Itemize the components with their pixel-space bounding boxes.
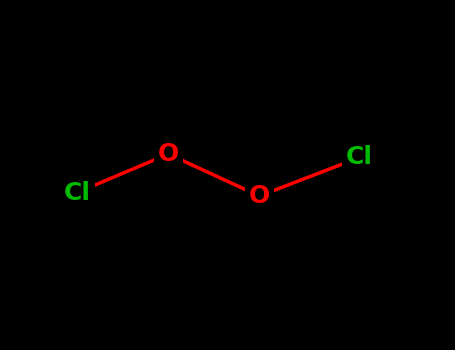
Text: O: O	[249, 184, 270, 208]
Text: O: O	[158, 142, 179, 166]
Text: Cl: Cl	[346, 146, 373, 169]
Text: Cl: Cl	[64, 181, 91, 204]
